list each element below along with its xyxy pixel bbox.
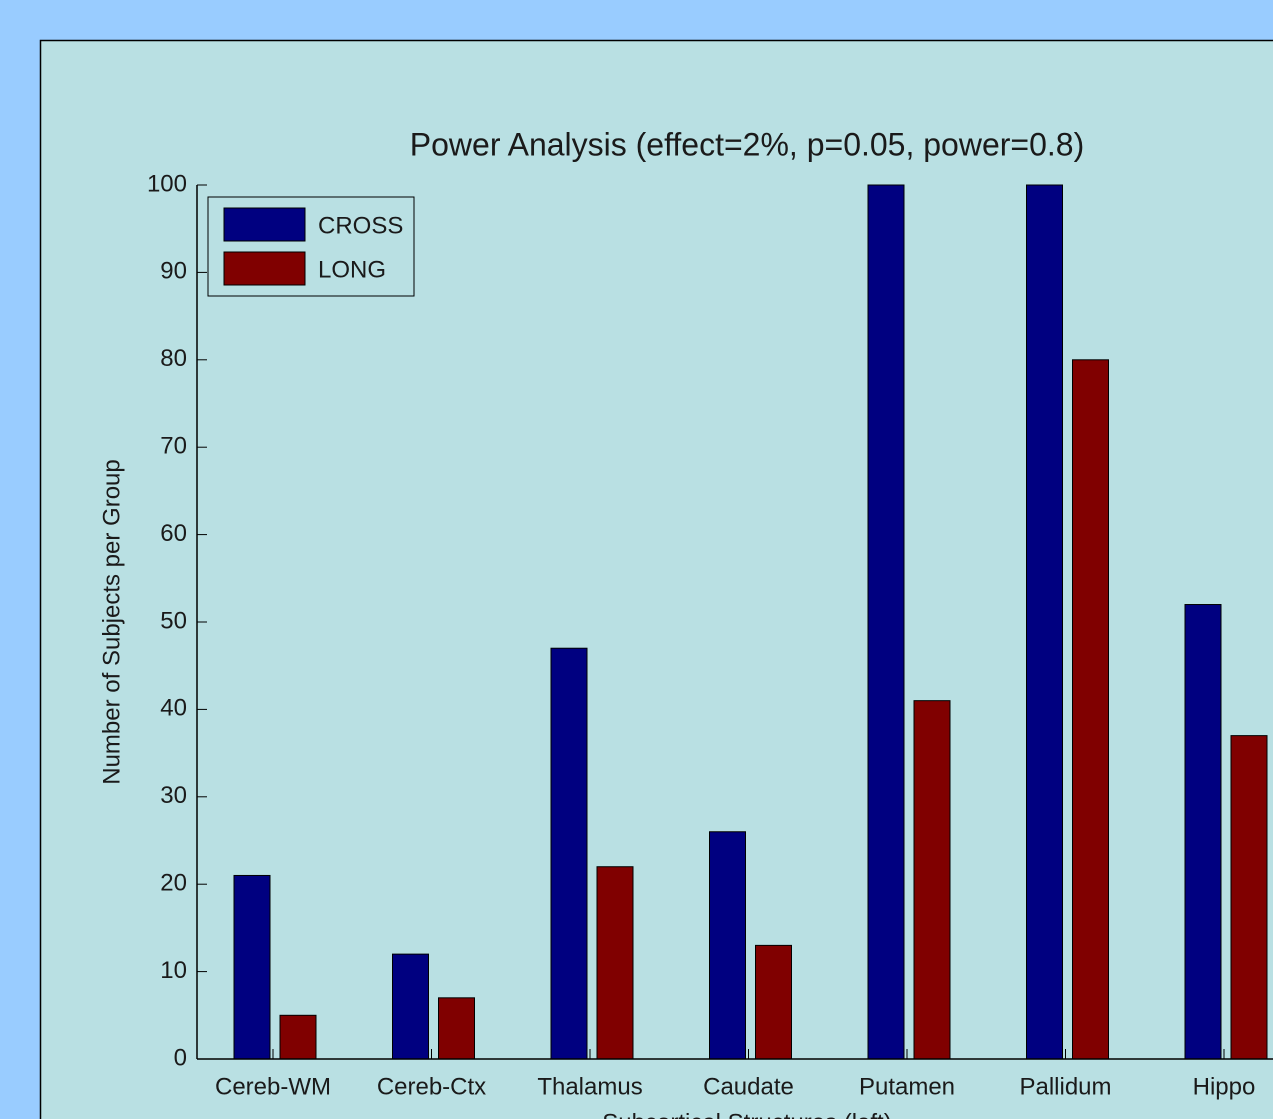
bar	[392, 953, 429, 1060]
x-tick-label: Cereb-Ctx	[377, 1073, 486, 1100]
bar	[867, 184, 905, 1060]
bar	[1072, 359, 1109, 1060]
legend-label: CROSS	[318, 212, 403, 239]
bar	[1230, 735, 1268, 1060]
chart-title: Power Analysis (effect=2%, p=0.05, power…	[410, 126, 1084, 162]
bar	[279, 1014, 317, 1060]
x-tick-label: Pallidum	[1019, 1073, 1111, 1100]
y-tick-label: 90	[160, 258, 187, 285]
x-tick-label: Putamen	[859, 1073, 955, 1100]
bar	[596, 866, 634, 1060]
legend-swatch	[223, 251, 306, 286]
x-axis-label: Subcortical Structures (left)	[602, 1109, 891, 1119]
y-tick-label: 10	[160, 957, 187, 984]
bar	[233, 874, 271, 1060]
bar	[755, 944, 792, 1060]
legend-label: LONG	[318, 256, 386, 283]
x-tick-label: Hippo	[1193, 1073, 1256, 1100]
legend-swatch	[223, 207, 306, 242]
y-tick-label: 100	[147, 170, 187, 197]
x-tick-label: Cereb-WM	[215, 1073, 331, 1100]
bar	[709, 831, 746, 1060]
y-tick-label: 50	[160, 607, 187, 634]
bar	[1184, 604, 1222, 1060]
x-tick-label: Thalamus	[537, 1073, 642, 1100]
y-tick-label: 60	[160, 520, 187, 547]
bar	[1026, 184, 1063, 1060]
bar	[550, 647, 588, 1060]
bar	[438, 997, 475, 1060]
y-tick-label: 40	[160, 695, 187, 722]
y-tick-label: 70	[160, 433, 187, 460]
y-tick-label: 30	[160, 782, 187, 809]
y-tick-label: 0	[174, 1044, 187, 1071]
bar	[913, 700, 951, 1060]
y-tick-label: 80	[160, 345, 187, 372]
x-tick-label: Caudate	[703, 1073, 794, 1100]
y-tick-label: 20	[160, 870, 187, 897]
y-axis-label: Number of Subjects per Group	[98, 459, 125, 785]
